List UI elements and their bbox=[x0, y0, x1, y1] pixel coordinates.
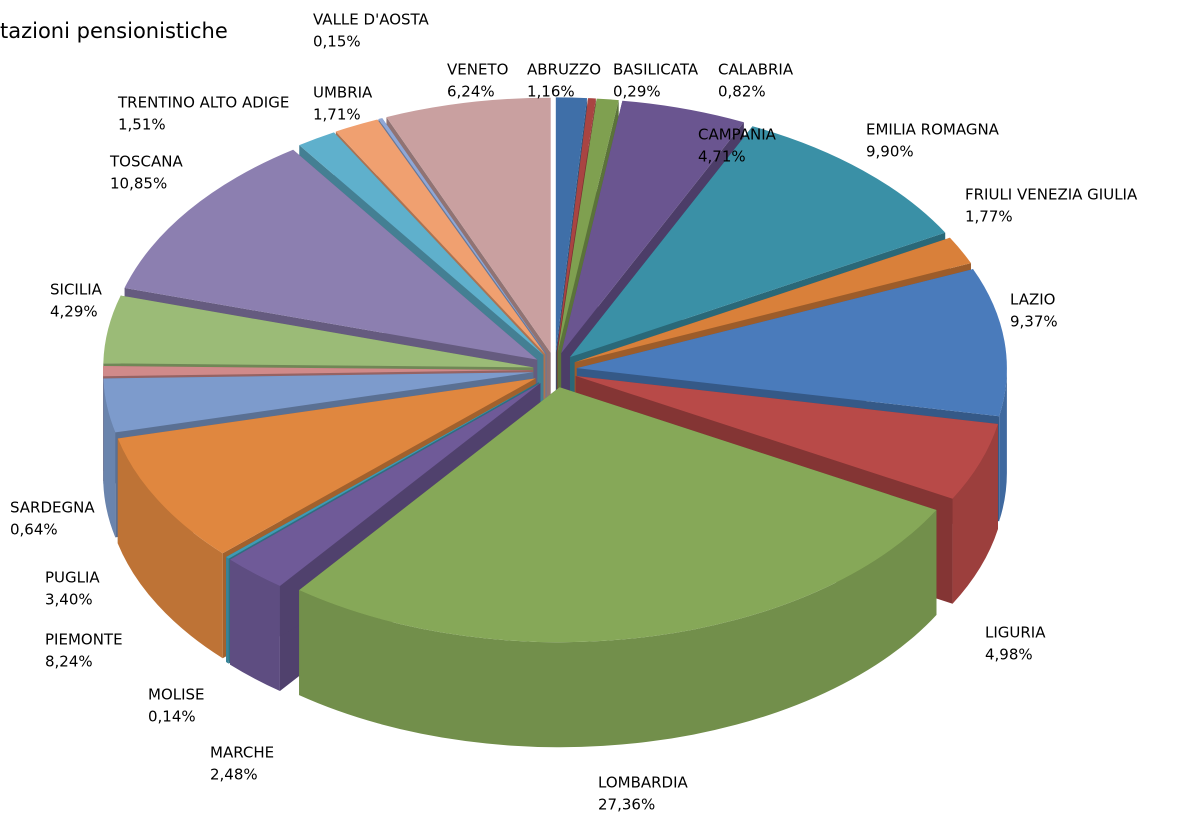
slice-wall bbox=[299, 510, 937, 748]
value-label: 0,15% bbox=[313, 33, 361, 51]
category-label: TRENTINO ALTO ADIGE bbox=[117, 94, 289, 112]
category-label: CALABRIA bbox=[718, 61, 794, 79]
value-label: 9,90% bbox=[866, 143, 914, 161]
slice-top bbox=[299, 387, 937, 643]
slice-top bbox=[378, 118, 547, 354]
category-label: UMBRIA bbox=[313, 84, 373, 102]
value-label: 1,16% bbox=[527, 83, 575, 101]
slice-wall bbox=[226, 556, 229, 664]
value-label: 27,36% bbox=[598, 796, 655, 814]
slice-top bbox=[299, 132, 544, 356]
slice-top bbox=[576, 269, 1007, 417]
category-label: PUGLIA bbox=[45, 569, 100, 587]
value-label: 0,14% bbox=[148, 708, 196, 726]
value-label: 9,37% bbox=[1010, 313, 1058, 331]
slice-top bbox=[226, 382, 540, 559]
slice-wall bbox=[229, 559, 280, 692]
category-label: EMILIA ROMAGNA bbox=[866, 121, 1000, 139]
slice-wall bbox=[103, 378, 116, 538]
category-label: PIEMONTE bbox=[45, 631, 123, 649]
slice-top bbox=[556, 98, 596, 353]
category-label: VENETO bbox=[447, 61, 508, 79]
category-label: MARCHE bbox=[210, 744, 274, 762]
slice-top bbox=[103, 372, 534, 433]
slice-top bbox=[335, 119, 546, 355]
chart-title: tazioni pensionistiche bbox=[0, 19, 228, 43]
slice-top bbox=[124, 149, 538, 360]
value-label: 1,77% bbox=[965, 208, 1013, 226]
value-label: 1,51% bbox=[118, 116, 166, 134]
category-label: BASILICATA bbox=[613, 61, 699, 79]
value-label: 0,29% bbox=[613, 83, 661, 101]
category-label: ABRUZZO bbox=[527, 61, 601, 79]
slice-top bbox=[386, 97, 551, 353]
slice-top bbox=[229, 383, 541, 587]
slice-top bbox=[555, 97, 588, 353]
value-label: 4,71% bbox=[698, 148, 746, 166]
slice-wall bbox=[952, 424, 998, 604]
value-label: 0,82% bbox=[718, 83, 766, 101]
slice-top bbox=[574, 237, 971, 363]
slice-top bbox=[569, 126, 946, 358]
value-label: 6,24% bbox=[447, 83, 495, 101]
category-label: TOSCANA bbox=[109, 153, 183, 171]
slice-wall bbox=[999, 368, 1007, 522]
category-label: LOMBARDIA bbox=[598, 774, 689, 792]
value-label: 2,48% bbox=[210, 766, 258, 784]
slice-top bbox=[557, 98, 619, 353]
value-label: 4,98% bbox=[985, 646, 1033, 664]
value-label: 4,29% bbox=[50, 303, 98, 321]
slice-top bbox=[103, 295, 534, 368]
slice-top bbox=[561, 100, 744, 354]
category-label: MOLISE bbox=[148, 686, 205, 704]
value-label: 0,64% bbox=[10, 521, 58, 539]
category-label: LAZIO bbox=[1010, 291, 1055, 309]
category-label: CAMPANIA bbox=[698, 126, 777, 144]
slice-top bbox=[103, 366, 534, 377]
value-label: 3,40% bbox=[45, 591, 93, 609]
value-label: 8,24% bbox=[45, 653, 93, 671]
category-label: SARDEGNA bbox=[10, 499, 95, 517]
slice-top bbox=[117, 378, 536, 554]
pie-slice bbox=[299, 387, 937, 748]
value-label: 1,71% bbox=[313, 106, 361, 124]
category-label: LIGURIA bbox=[985, 624, 1046, 642]
category-label: FRIULI VENEZIA GIULIA bbox=[965, 186, 1138, 204]
value-label: 10,85% bbox=[110, 175, 167, 193]
slice-wall bbox=[117, 438, 223, 659]
category-label: VALLE D'AOSTA bbox=[313, 11, 430, 29]
category-label: SICILIA bbox=[50, 281, 103, 299]
slice-top bbox=[575, 375, 998, 499]
